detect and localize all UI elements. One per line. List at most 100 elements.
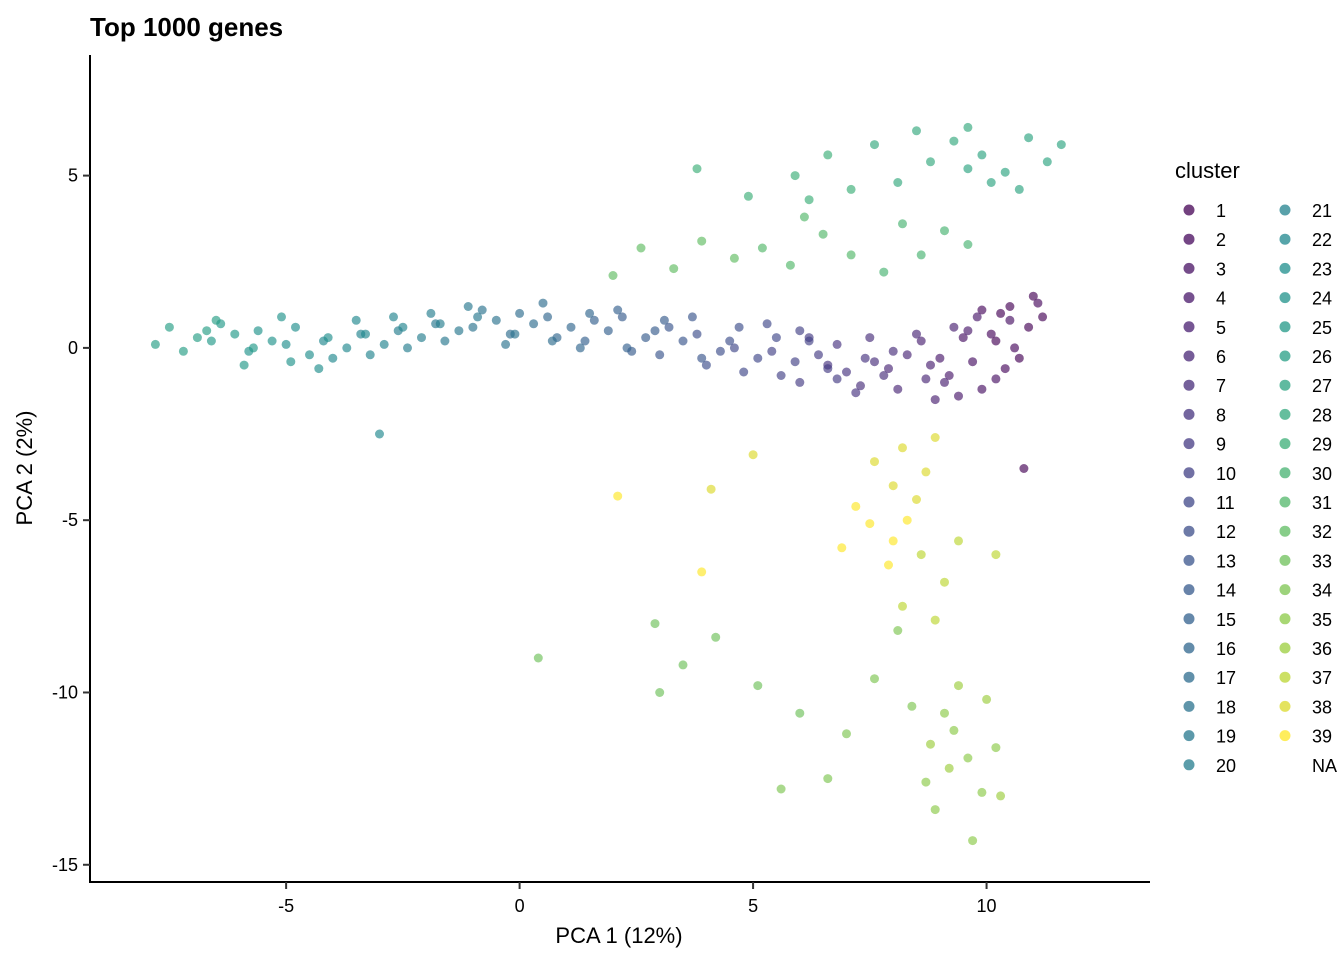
- data-point-cluster-36: [954, 681, 963, 691]
- legend-item-31: 31: [1279, 493, 1332, 513]
- data-point-cluster-28: [963, 122, 973, 132]
- data-point-cluster-20: [426, 308, 436, 318]
- data-point-cluster-9: [832, 374, 842, 384]
- legend-label: 2: [1216, 230, 1226, 250]
- data-point-cluster-15: [589, 315, 599, 325]
- data-point-cluster-10: [804, 336, 814, 346]
- data-point-cluster-39: [837, 543, 847, 553]
- legend-key: [1183, 438, 1195, 450]
- legend-key: [1183, 408, 1195, 420]
- legend-label: 20: [1216, 756, 1236, 776]
- legend-label: 27: [1312, 376, 1332, 396]
- data-point-cluster-1: [996, 308, 1006, 318]
- legend-key: [1183, 350, 1195, 362]
- data-point-cluster-39: [884, 560, 893, 570]
- data-point-cluster-18: [468, 322, 478, 332]
- legend-label: 7: [1216, 376, 1226, 396]
- data-point-cluster-26: [178, 346, 188, 356]
- data-point-cluster-19: [463, 302, 473, 311]
- data-point-cluster-32: [729, 253, 739, 263]
- data-point-cluster-39: [888, 536, 898, 546]
- legend-key: [1279, 467, 1291, 479]
- legend-item-19: 19: [1183, 727, 1236, 747]
- data-point-cluster-34: [870, 674, 879, 684]
- data-point-cluster-35: [963, 753, 973, 763]
- legend-item-21: 21: [1279, 201, 1332, 221]
- legend-label: 33: [1312, 551, 1332, 571]
- data-point-cluster-1: [1038, 312, 1048, 322]
- legend-key: [1183, 554, 1195, 566]
- data-point-cluster-14: [617, 312, 627, 322]
- legend-item-11: 11: [1183, 493, 1235, 513]
- data-point-cluster-38: [888, 481, 898, 491]
- y-tick-label: -15: [52, 855, 78, 875]
- data-point-cluster-37: [916, 550, 926, 560]
- data-point-cluster-10: [790, 357, 800, 367]
- legend-label: 13: [1216, 551, 1236, 571]
- legend-item-38: 38: [1279, 697, 1332, 717]
- data-point-cluster-31: [757, 243, 767, 253]
- data-point-cluster-36: [996, 791, 1006, 801]
- data-point-cluster-33: [753, 681, 763, 691]
- data-point-cluster-3: [968, 357, 978, 367]
- legend-item-7: 7: [1183, 376, 1226, 396]
- data-point-cluster-25: [248, 343, 258, 353]
- legend-key: [1279, 350, 1291, 362]
- legend-key: [1279, 408, 1291, 420]
- data-point-cluster-31: [799, 212, 809, 222]
- data-point-cluster-4: [954, 391, 963, 401]
- data-point-cluster-39: [613, 491, 623, 501]
- legend-label: 39: [1312, 727, 1332, 747]
- legend-item-23: 23: [1279, 259, 1332, 279]
- data-point-cluster-3: [1005, 315, 1015, 325]
- data-point-cluster-10: [795, 326, 805, 336]
- data-point-cluster-25: [230, 329, 240, 339]
- data-point-cluster-21: [379, 339, 389, 349]
- data-point-cluster-39: [697, 567, 707, 577]
- legend-label: 10: [1216, 464, 1236, 484]
- legend-item-13: 13: [1183, 551, 1236, 571]
- data-point-cluster-31: [818, 229, 828, 239]
- legend-label: 1: [1216, 201, 1226, 221]
- data-point-cluster-18: [491, 315, 501, 325]
- legend-key: [1279, 321, 1291, 333]
- legend-item-30: 30: [1279, 464, 1332, 484]
- legend-item-36: 36: [1279, 639, 1332, 659]
- data-point-cluster-39: [851, 501, 861, 511]
- data-point-cluster-3: [958, 333, 968, 343]
- legend-label: 31: [1312, 493, 1332, 513]
- legend-item-17: 17: [1183, 668, 1236, 688]
- data-point-cluster-10: [767, 346, 777, 356]
- legend-key: [1183, 204, 1195, 216]
- data-point-cluster-27: [1056, 140, 1066, 150]
- data-point-cluster-30: [898, 219, 907, 229]
- legend-label: 26: [1312, 347, 1332, 367]
- data-point-cluster-1: [1028, 291, 1038, 301]
- legend-key: [1279, 292, 1291, 304]
- legend-label: 35: [1312, 610, 1332, 630]
- data-point-cluster-22: [342, 343, 352, 353]
- data-point-cluster-5: [916, 336, 926, 346]
- x-tick-label: 10: [977, 896, 997, 916]
- data-point-cluster-12: [725, 336, 735, 346]
- legend-label: 11: [1216, 493, 1235, 513]
- data-point-cluster-19: [440, 336, 450, 346]
- legend-key: [1279, 554, 1291, 566]
- legend-item-24: 24: [1279, 289, 1332, 309]
- data-point-cluster-13: [697, 353, 707, 363]
- x-tick-label: 5: [748, 896, 758, 916]
- legend-item-4: 4: [1183, 289, 1226, 309]
- data-point-cluster-37: [898, 601, 907, 611]
- legend-key: [1279, 379, 1291, 391]
- data-point-cluster-38: [748, 450, 758, 460]
- data-point-cluster-23: [323, 333, 333, 343]
- legend-key: [1183, 233, 1195, 245]
- data-point-cluster-33: [533, 653, 543, 663]
- data-point-cluster-1: [1024, 322, 1034, 332]
- data-point-cluster-24: [277, 312, 286, 322]
- legend-label: 16: [1216, 639, 1236, 659]
- data-point-cluster-29: [823, 150, 833, 160]
- data-point-cluster-3: [991, 374, 1001, 384]
- data-point-cluster-12: [715, 346, 725, 356]
- legend-key: [1279, 642, 1291, 654]
